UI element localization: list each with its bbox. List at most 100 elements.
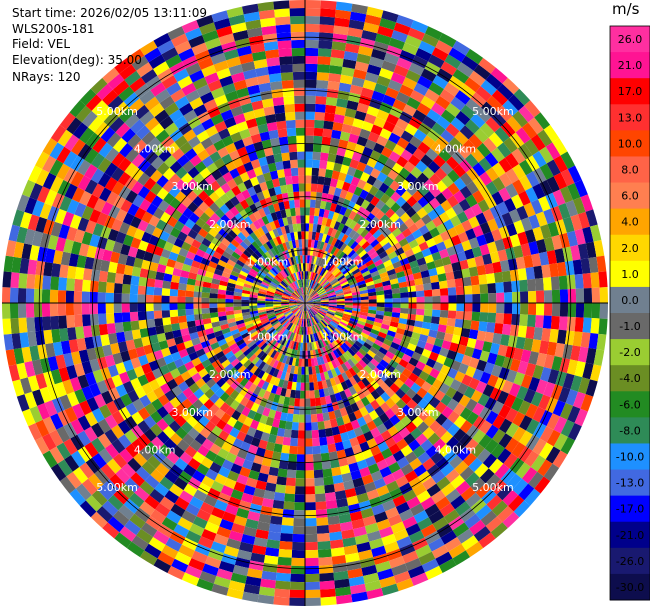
gate-cell bbox=[315, 314, 322, 321]
gate-cell bbox=[237, 182, 248, 193]
gate-cell bbox=[326, 193, 334, 203]
gate-cell bbox=[320, 299, 329, 302]
gate-cell bbox=[335, 586, 352, 597]
gate-cell bbox=[305, 470, 315, 479]
gate-cell bbox=[385, 506, 400, 519]
gate-cell bbox=[558, 275, 568, 290]
gate-cell bbox=[379, 271, 389, 279]
gate-cell bbox=[162, 167, 176, 181]
gate-cell bbox=[388, 151, 401, 163]
gate-cell bbox=[312, 305, 321, 308]
gate-cell bbox=[105, 313, 115, 324]
gate-cell bbox=[97, 484, 114, 501]
gate-cell bbox=[465, 472, 480, 487]
gate-cell bbox=[370, 206, 381, 217]
gate-cell bbox=[382, 242, 392, 251]
gate-cell bbox=[379, 237, 389, 247]
gate-cell bbox=[291, 306, 299, 312]
gate-cell bbox=[361, 240, 371, 250]
gate-cell bbox=[41, 289, 51, 303]
gate-cell bbox=[19, 258, 30, 274]
gate-cell bbox=[143, 164, 157, 178]
gate-cell bbox=[484, 331, 495, 343]
gate-cell bbox=[532, 151, 547, 168]
gate-cell bbox=[446, 398, 459, 411]
gate-cell bbox=[289, 305, 298, 308]
gate-cell bbox=[189, 96, 204, 110]
gate-cell bbox=[265, 482, 277, 493]
gate-cell bbox=[312, 325, 317, 334]
gate-cell bbox=[278, 395, 286, 405]
gate-cell bbox=[218, 228, 228, 238]
gate-cell bbox=[392, 494, 407, 507]
gate-cell bbox=[281, 260, 287, 269]
gate-cell bbox=[322, 184, 330, 194]
gate-cell bbox=[422, 135, 436, 149]
gate-cell bbox=[410, 382, 422, 394]
gate-cell bbox=[224, 335, 234, 343]
gate-cell bbox=[567, 405, 581, 423]
gate-cell bbox=[214, 499, 228, 512]
range-ring-label: 5.00km bbox=[96, 481, 138, 494]
gate-cell bbox=[509, 457, 525, 474]
gate-cell bbox=[426, 128, 441, 142]
gate-cell bbox=[292, 71, 305, 81]
gate-cell bbox=[599, 287, 608, 303]
gate-cell bbox=[296, 280, 301, 289]
gate-cell bbox=[356, 337, 366, 346]
gate-cell bbox=[450, 495, 466, 510]
gate-cell bbox=[460, 268, 471, 279]
gate-cell bbox=[210, 341, 220, 351]
gate-cell bbox=[329, 377, 337, 387]
gate-cell bbox=[185, 565, 203, 579]
gate-cell bbox=[246, 568, 263, 579]
gate-cell bbox=[226, 376, 236, 386]
gate-cell bbox=[400, 292, 409, 298]
gate-cell bbox=[352, 203, 361, 214]
gate-cell bbox=[219, 203, 230, 215]
gate-cell bbox=[384, 293, 393, 299]
range-ring-label: 5.00km bbox=[96, 105, 138, 118]
gate-cell bbox=[220, 323, 230, 331]
gate-cell bbox=[361, 564, 378, 576]
gate-cell bbox=[179, 102, 194, 116]
gate-cell bbox=[183, 257, 194, 267]
gate-cell bbox=[476, 359, 488, 372]
gate-cell bbox=[240, 102, 254, 114]
gate-cell bbox=[497, 249, 508, 262]
gate-cell bbox=[517, 446, 533, 463]
gate-cell bbox=[429, 368, 440, 379]
gate-cell bbox=[538, 251, 550, 266]
gate-cell bbox=[71, 351, 82, 365]
gate-cell bbox=[66, 199, 80, 215]
gate-cell bbox=[305, 422, 312, 431]
gate-cell bbox=[271, 88, 284, 99]
gate-cell bbox=[133, 228, 145, 241]
gate-cell bbox=[263, 424, 272, 434]
gate-cell bbox=[77, 143, 93, 160]
gate-cell bbox=[362, 448, 374, 460]
gate-cell bbox=[159, 95, 175, 110]
gate-cell bbox=[77, 217, 90, 232]
gate-cell bbox=[365, 202, 376, 213]
gate-cell bbox=[161, 544, 179, 559]
gate-cell bbox=[422, 477, 437, 491]
gate-cell bbox=[320, 278, 327, 286]
gate-cell bbox=[174, 551, 192, 566]
gate-cell bbox=[308, 309, 314, 317]
gate-cell bbox=[281, 80, 294, 89]
gate-cell bbox=[491, 500, 508, 517]
gate-cell bbox=[455, 286, 465, 296]
gate-cell bbox=[84, 148, 99, 165]
gate-cell bbox=[339, 206, 348, 216]
gate-cell bbox=[239, 270, 249, 278]
gate-cell bbox=[505, 183, 519, 199]
gate-cell bbox=[170, 316, 179, 325]
gate-cell bbox=[330, 237, 338, 247]
gate-cell bbox=[447, 310, 457, 319]
gate-cell bbox=[91, 100, 108, 117]
gate-cell bbox=[270, 247, 278, 257]
gate-cell bbox=[305, 183, 312, 192]
gate-cell bbox=[311, 255, 315, 265]
